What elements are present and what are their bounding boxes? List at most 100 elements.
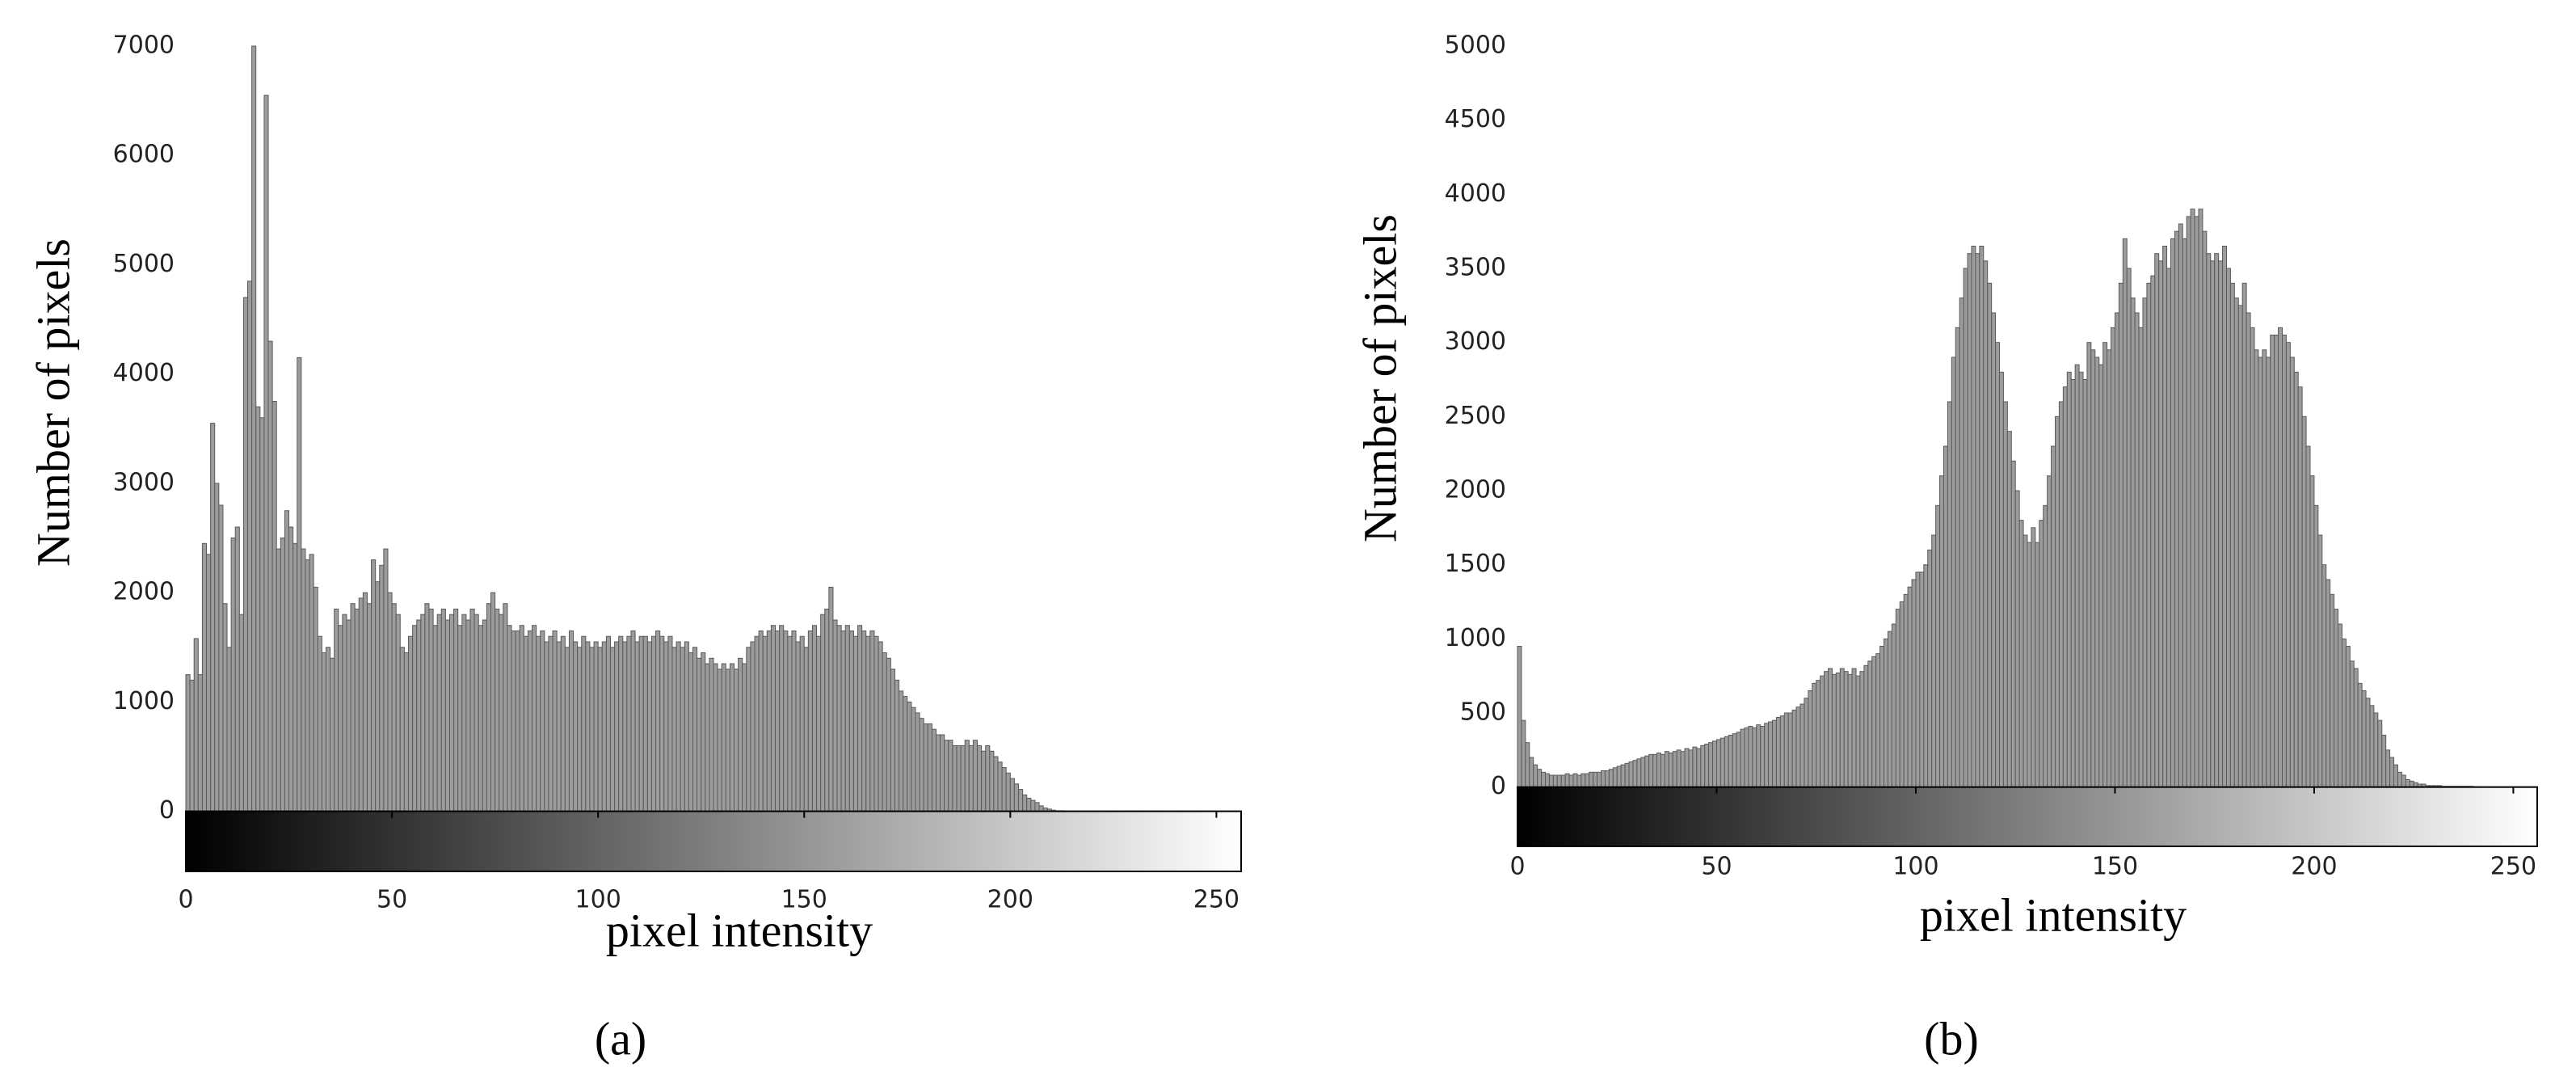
bar [705, 663, 710, 812]
bar [981, 750, 987, 812]
bar [2002, 401, 2008, 788]
bar [626, 635, 632, 812]
bar [495, 608, 500, 812]
bar [2229, 282, 2235, 788]
y-tick-label: 500 [1460, 698, 1506, 727]
bar [2126, 268, 2132, 788]
bar [2082, 379, 2088, 788]
bar [758, 630, 764, 812]
bar [742, 663, 747, 812]
bar [416, 619, 422, 812]
bar [869, 630, 875, 812]
bar [2289, 356, 2295, 788]
bar [964, 740, 970, 812]
bar [766, 630, 772, 812]
bar [1552, 774, 1558, 788]
bar [1828, 668, 1833, 788]
bar [2107, 349, 2112, 788]
bar [791, 630, 797, 812]
bar [684, 641, 689, 812]
bar [729, 663, 735, 812]
bar [1867, 660, 1873, 788]
bar [989, 750, 995, 812]
bar [1752, 727, 1757, 788]
bar [1804, 698, 1809, 788]
bar [2178, 223, 2183, 788]
bar [977, 744, 983, 812]
bar [499, 614, 504, 812]
bar [1533, 764, 1538, 788]
bar [2022, 534, 2028, 788]
y-tick-label: 0 [159, 796, 175, 825]
bar [440, 608, 446, 812]
bar [2090, 349, 2096, 788]
bar [2186, 216, 2191, 788]
bar [383, 548, 389, 812]
bar [2397, 771, 2402, 788]
bar [1979, 246, 1985, 788]
bar [2150, 275, 2156, 788]
bar [482, 619, 487, 812]
bar [2138, 327, 2144, 788]
bar [824, 608, 830, 812]
bar [1696, 748, 1702, 788]
bar [993, 756, 999, 812]
bar [618, 635, 624, 812]
bar [503, 603, 508, 812]
bar [321, 652, 326, 812]
bar [2365, 698, 2371, 788]
bar [527, 630, 533, 812]
bar [1548, 774, 1554, 788]
bar [2018, 520, 2024, 788]
y-tick-label: 4000 [113, 359, 175, 387]
bar [840, 630, 846, 812]
bar [2074, 364, 2080, 788]
bar [2154, 253, 2160, 788]
bar [478, 625, 483, 812]
bar [1026, 797, 1032, 812]
bar [811, 625, 818, 812]
bar [972, 740, 978, 812]
bar [2094, 356, 2100, 788]
bar [1728, 735, 1733, 788]
bar [882, 652, 887, 812]
bar [2409, 780, 2414, 788]
x-tick-label: 50 [377, 886, 407, 914]
bar [2369, 705, 2375, 788]
bar [560, 635, 566, 812]
bar [444, 619, 450, 812]
bar [362, 592, 368, 812]
bar [1791, 709, 1797, 788]
bar [1616, 766, 1622, 788]
bar [2282, 335, 2287, 788]
bar [1564, 773, 1570, 788]
bar [1719, 737, 1725, 788]
bar [457, 625, 463, 812]
bar [2237, 305, 2243, 788]
bar [350, 603, 356, 812]
bar [659, 635, 665, 812]
bar [2062, 386, 2068, 788]
bar [940, 734, 945, 812]
bar [1517, 646, 1522, 788]
bar [919, 718, 924, 812]
bar [1843, 671, 1849, 788]
bar [1756, 724, 1762, 788]
bar [540, 630, 545, 812]
bar [750, 641, 756, 812]
bar [185, 674, 191, 812]
bar [2266, 356, 2271, 788]
bar [878, 641, 883, 812]
bar [663, 641, 669, 812]
y-tick-label: 0 [1491, 772, 1506, 800]
bar [2334, 609, 2339, 788]
bar [1612, 767, 1618, 788]
bar [301, 548, 306, 812]
bar [1740, 728, 1745, 788]
bar [2170, 238, 2175, 788]
bar [1851, 668, 1857, 788]
bar [197, 674, 203, 812]
bar [2047, 475, 2052, 788]
y-axis-label: Number of pixels [1353, 214, 1406, 542]
